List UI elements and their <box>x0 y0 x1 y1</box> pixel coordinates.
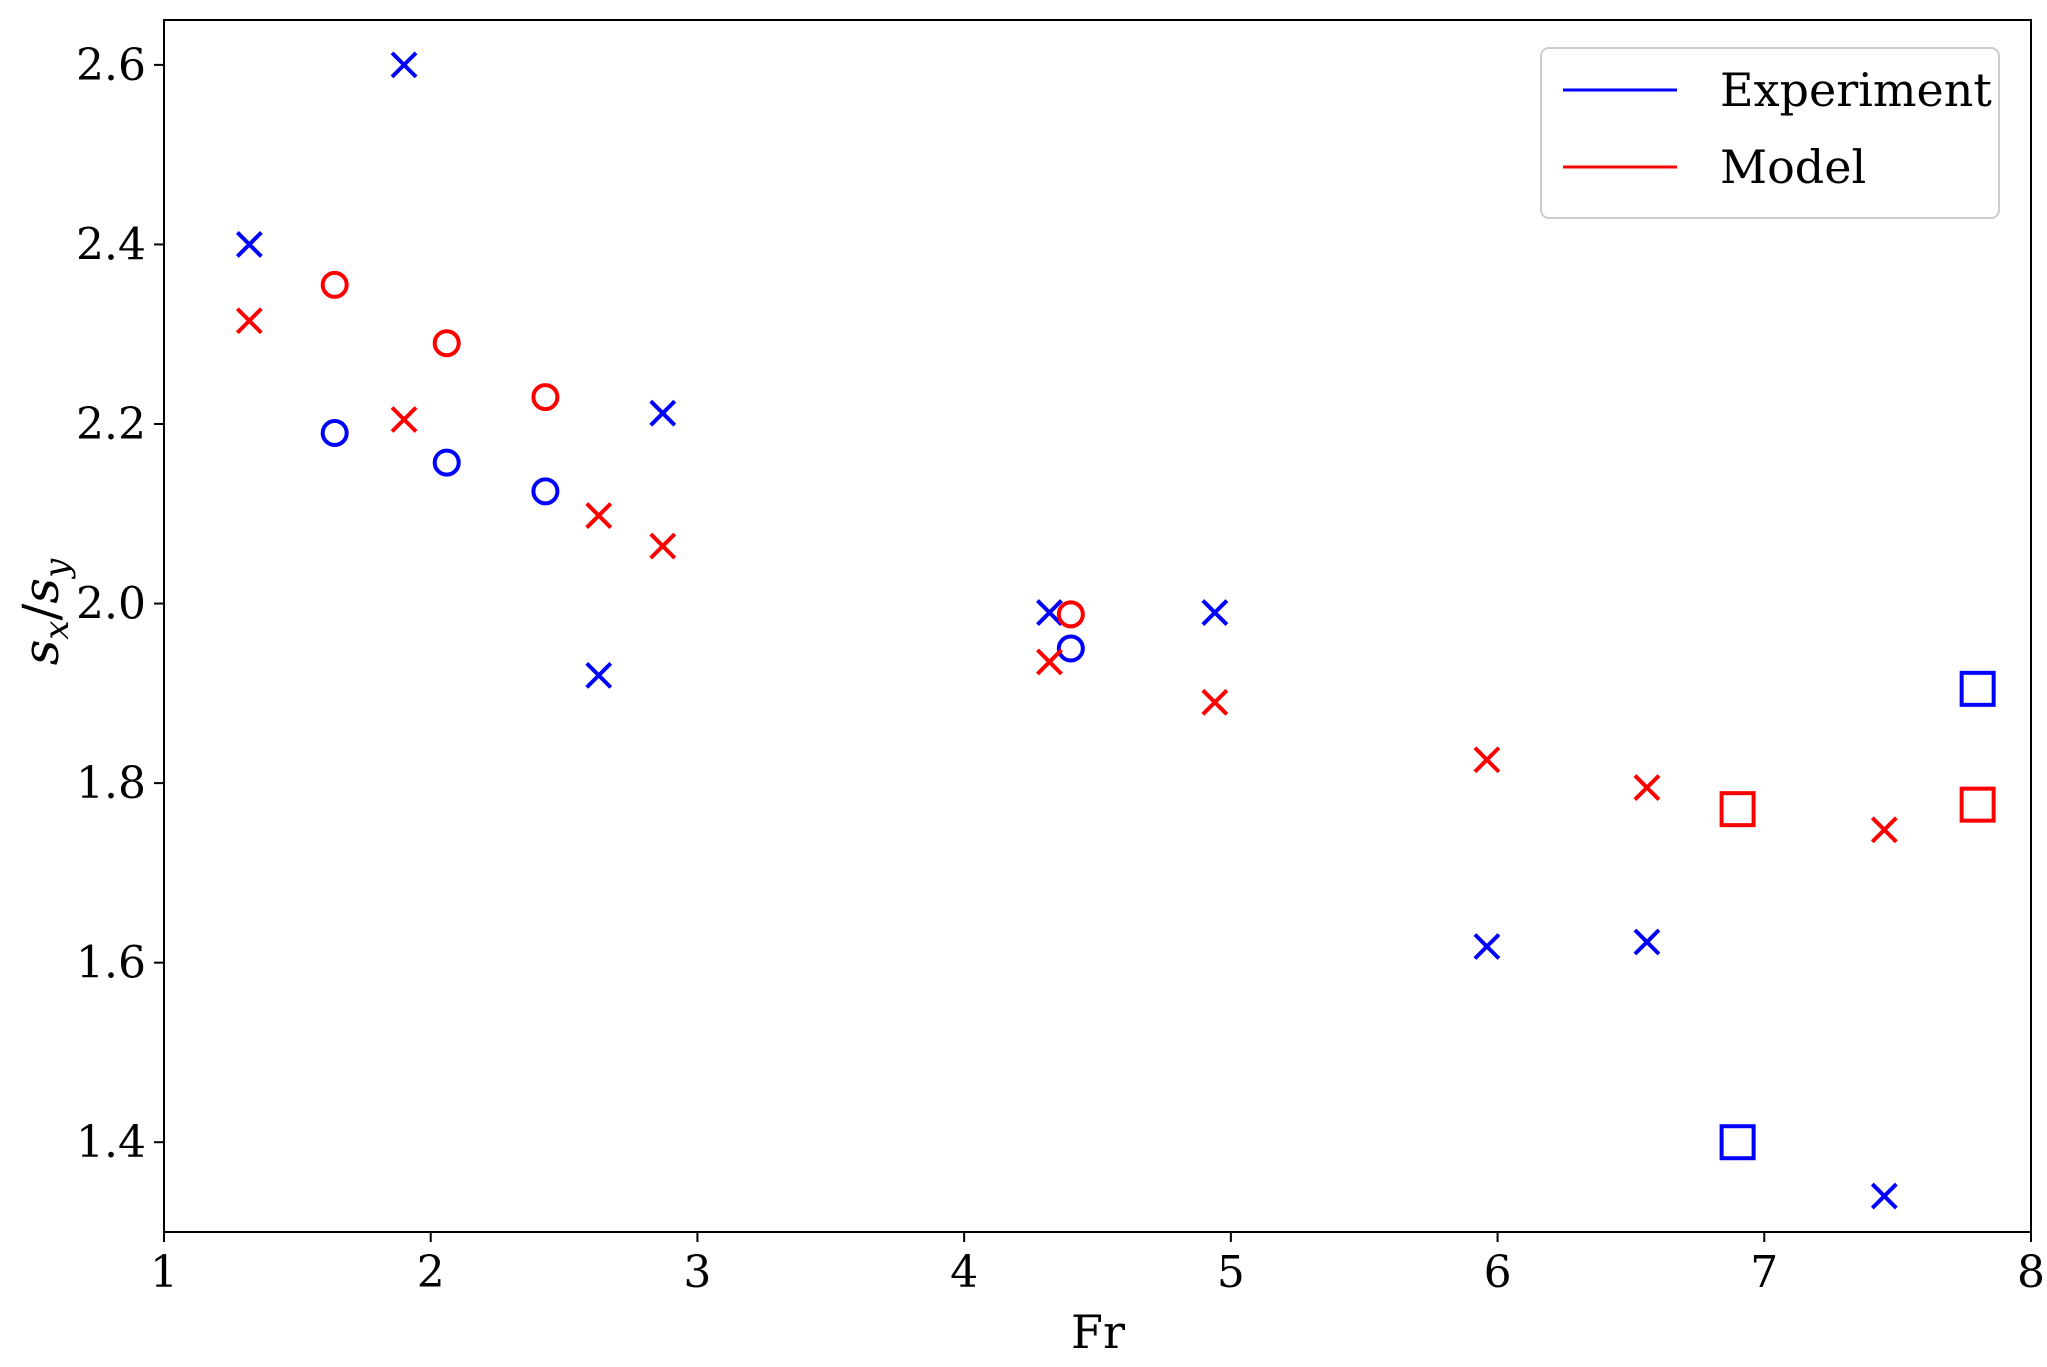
model-point-cross-10 <box>1473 746 1501 774</box>
x-tick-label-5: 6 <box>1484 1247 1512 1298</box>
x-tick-label-7: 8 <box>2017 1247 2045 1298</box>
experiment-point-cross-6 <box>649 399 677 427</box>
y-tick-label-1: 1.6 <box>76 938 146 989</box>
y-axis-label-denominator-sub: y <box>37 558 77 580</box>
model-point-cross-0 <box>235 307 263 335</box>
y-tick-label-4: 2.2 <box>76 399 146 450</box>
model-point-cross-2 <box>390 406 418 433</box>
experiment-point-circle-3 <box>432 448 461 477</box>
model-point-cross-13 <box>1870 816 1898 844</box>
experiment-point-cross-11 <box>1633 928 1661 956</box>
axis-ticks: 1 2 3 4 5 6 7 8 1.4 1.6 1.8 2.0 2.2 2.4 2.6 <box>76 40 2045 1298</box>
model-point-circle-3 <box>432 329 461 358</box>
x-tick-label-1: 2 <box>417 1247 445 1298</box>
legend: Experiment Model <box>1540 47 2000 219</box>
y-axis-label-slash: / <box>12 603 70 620</box>
experiment-point-square-12 <box>1719 1124 1756 1161</box>
experiment-point-circle-4 <box>531 477 560 506</box>
plot-frame <box>163 19 2032 1233</box>
x-tick-label-0: 1 <box>150 1247 178 1298</box>
legend-label-experiment: Experiment <box>1720 63 1992 117</box>
experiment-point-circle-2 <box>320 418 349 447</box>
model-point-square-12 <box>1719 791 1756 828</box>
model-point-cross-6 <box>649 532 677 560</box>
experiment-point-cross-9 <box>1201 599 1229 626</box>
experiment-point-cross-0 <box>235 231 263 258</box>
y-tick-label-0: 1.4 <box>76 1117 146 1168</box>
y-tick-label-2: 1.8 <box>76 758 146 809</box>
model-point-circle-1 <box>320 270 349 299</box>
model-point-cross-9 <box>1201 688 1229 716</box>
legend-label-model: Model <box>1720 140 1866 194</box>
x-axis-label: Fr <box>1071 1305 1125 1359</box>
experiment-point-cross-1 <box>390 51 418 79</box>
experiment-point-cross-13 <box>1870 1182 1898 1210</box>
data-points <box>235 51 1996 1210</box>
y-axis-label: sx/sy <box>12 558 77 665</box>
y-tick-label-3: 2.0 <box>76 579 146 630</box>
model-point-circle-4 <box>531 383 560 412</box>
model-point-square-14 <box>1959 786 1996 823</box>
model-point-cross-11 <box>1633 774 1661 802</box>
experiment-point-cross-5 <box>585 661 613 689</box>
x-tick-label-6: 7 <box>1750 1247 1778 1298</box>
y-tick-label-5: 2.4 <box>76 219 146 270</box>
y-axis-label-numerator-sub: x <box>37 620 77 639</box>
x-tick-label-4: 5 <box>1217 1247 1245 1298</box>
experiment-point-circle-8 <box>1056 634 1085 663</box>
experiment-point-cross-7 <box>1036 599 1063 626</box>
experiment-point-cross-10 <box>1473 933 1501 960</box>
y-axis-label-denominator: s <box>12 578 70 604</box>
x-tick-label-3: 4 <box>950 1247 978 1298</box>
model-point-cross-5 <box>585 502 613 529</box>
y-tick-label-6: 2.6 <box>76 40 146 91</box>
experiment-point-square-14 <box>1959 670 1996 707</box>
model-point-circle-8 <box>1056 600 1085 629</box>
x-tick-label-2: 3 <box>683 1247 711 1298</box>
model-point-cross-7 <box>1036 648 1063 676</box>
y-axis-label-numerator: s <box>12 640 70 666</box>
